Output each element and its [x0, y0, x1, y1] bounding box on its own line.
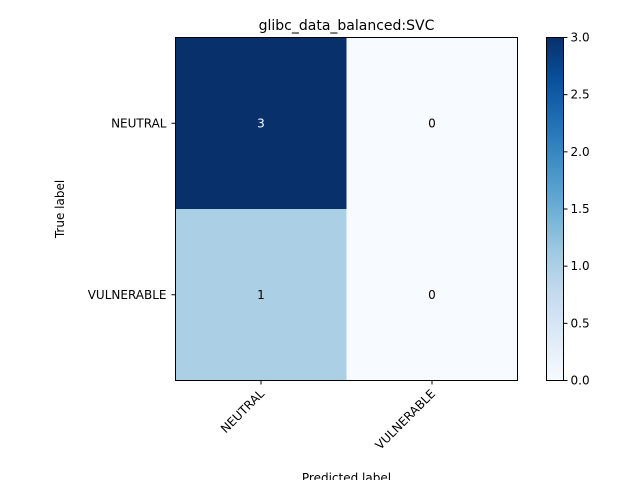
colorbar-tick-label: 1.5: [571, 202, 590, 216]
x-tick-label: NEUTRAL: [218, 387, 267, 436]
heatmap-cells: [175, 37, 518, 381]
heatmap-cell: [175, 37, 347, 209]
cell-value-label: 3: [257, 116, 265, 130]
colorbar-tick-label: 3.0: [571, 31, 590, 45]
colorbar: [546, 37, 564, 381]
x-axis-ticks: NEUTRAL VULNERABLE: [218, 380, 439, 453]
x-axis-label: Predicted label: [302, 471, 391, 480]
heatmap-cell: [346, 209, 518, 381]
cell-value-label: 0: [428, 288, 436, 302]
y-tick-label: NEUTRAL: [111, 116, 167, 130]
colorbar-ticks: 0.0 0.5 1.0 1.5 2.0 2.5 3.0: [563, 31, 590, 388]
cell-value-label: 0: [428, 116, 436, 130]
y-tick-label: VULNERABLE: [88, 288, 167, 302]
colorbar-tick-label: 1.0: [571, 259, 590, 273]
heatmap-cell: [175, 209, 347, 381]
colorbar-tick-label: 2.0: [571, 145, 590, 159]
x-tick-label: VULNERABLE: [373, 387, 439, 453]
y-axis-label: True label: [53, 180, 67, 239]
heatmap-cell: [346, 37, 518, 209]
cell-value-label: 1: [257, 288, 265, 302]
plot-frame: [175, 37, 518, 381]
y-axis-ticks: NEUTRAL VULNERABLE: [88, 116, 176, 302]
heatmap-cell-labels: 3 0 1 0: [257, 116, 436, 302]
colorbar-tick-label: 0.0: [571, 374, 590, 388]
colorbar-tick-label: 0.5: [571, 316, 590, 330]
chart-title: glibc_data_balanced:SVC: [259, 18, 435, 34]
colorbar-tick-label: 2.5: [571, 88, 590, 102]
